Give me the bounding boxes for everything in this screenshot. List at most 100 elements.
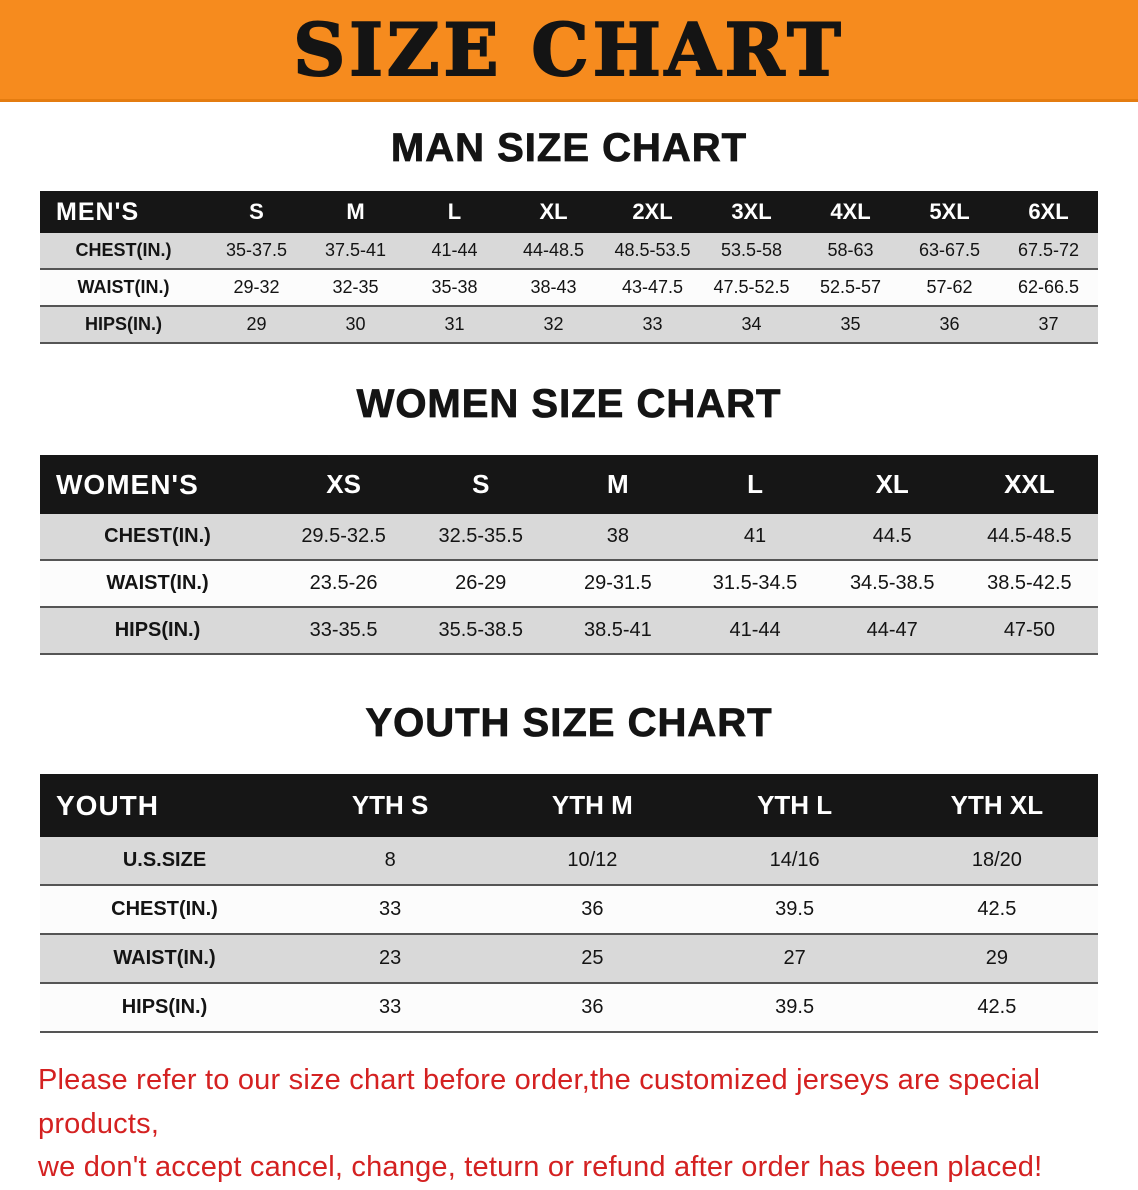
size-value: 53.5-58 (702, 233, 801, 270)
table-header-row: WOMEN'S XS S M L XL XXL (40, 455, 1098, 514)
size-value: 37 (999, 306, 1098, 344)
table-header-row: MEN'S S M L XL 2XL 3XL 4XL 5XL 6XL (40, 191, 1098, 233)
size-value: 42.5 (895, 885, 1098, 935)
size-value: 35.5-38.5 (412, 607, 550, 655)
table-title-cell: MEN'S (40, 191, 207, 233)
size-value: 32-35 (306, 269, 405, 307)
size-column-header: XXL (960, 455, 1098, 514)
size-value: 33 (289, 885, 492, 935)
size-value: 35 (801, 306, 900, 344)
size-value: 33-35.5 (275, 607, 413, 655)
men-size-table-wrap: MEN'S S M L XL 2XL 3XL 4XL 5XL 6XL CHEST(IN.) 35-37… (40, 191, 1098, 344)
size-column-header: M (549, 455, 687, 514)
women-size-table-wrap: WOMEN'S XS S M L XL XXL CHEST(IN.) 29.5-32.5 32.5… (40, 455, 1098, 655)
size-value: 37.5-41 (306, 233, 405, 270)
page-title: SIZE CHART (292, 6, 845, 92)
size-value: 36 (491, 885, 694, 935)
size-value: 29-31.5 (549, 560, 687, 608)
measurement-row: HIPS(IN.) 33-35.5 35.5-38.5 38.5-41 41-44 44-… (40, 607, 1098, 655)
men-section-heading: MAN SIZE CHART (390, 126, 748, 171)
size-table: MEN'S S M L XL 2XL 3XL 4XL 5XL 6XL CHEST(IN.) 35-37… (40, 191, 1098, 344)
size-value: 14/16 (693, 837, 896, 886)
size-value: 47-50 (960, 607, 1098, 655)
row-label: WAIST(IN.) (40, 934, 289, 984)
measurement-row: CHEST(IN.) 33 36 39.5 42.5 (40, 885, 1098, 935)
note-line-1: Please refer to our size chart before or… (38, 1064, 1041, 1140)
row-label: WAIST(IN.) (40, 560, 275, 608)
size-value: 8 (289, 837, 492, 886)
row-label: CHEST(IN.) (40, 514, 275, 561)
size-value: 39.5 (693, 885, 896, 935)
measurement-row: WAIST(IN.) 29-32 32-35 35-38 38-43 43-47.5 47.… (40, 269, 1098, 307)
size-value: 23 (289, 934, 492, 984)
size-value: 58-63 (801, 233, 900, 270)
size-column-header: S (412, 455, 550, 514)
size-column-header: 2XL (603, 191, 702, 233)
size-value: 41-44 (686, 607, 824, 655)
size-column-header: YTH XL (895, 774, 1098, 837)
table-header-row: YOUTH YTH S YTH M YTH L YTH XL (40, 774, 1098, 837)
size-value: 31.5-34.5 (686, 560, 824, 608)
size-value: 42.5 (895, 983, 1098, 1033)
size-table: WOMEN'S XS S M L XL XXL CHEST(IN.) 29.5-32.5 32.5… (40, 455, 1098, 655)
row-label: WAIST(IN.) (40, 269, 207, 307)
size-value: 57-62 (900, 269, 999, 307)
row-label: U.S.SIZE (40, 837, 289, 886)
size-value: 29 (207, 306, 306, 344)
row-label: CHEST(IN.) (40, 233, 207, 270)
size-value: 39.5 (693, 983, 896, 1033)
size-value: 47.5-52.5 (702, 269, 801, 307)
size-value: 33 (603, 306, 702, 344)
row-label: HIPS(IN.) (40, 983, 289, 1033)
size-column-header: 5XL (900, 191, 999, 233)
size-value: 44-48.5 (504, 233, 603, 270)
size-value: 32.5-35.5 (412, 514, 550, 561)
measurement-row: CHEST(IN.) 29.5-32.5 32.5-35.5 38 41 44.5 44.5… (40, 514, 1098, 561)
row-label: HIPS(IN.) (40, 306, 207, 344)
row-label: CHEST(IN.) (40, 885, 289, 935)
youth-size-table-wrap: YOUTH YTH S YTH M YTH L YTH XL U.S.SIZE 8 10/12… (40, 774, 1098, 1033)
youth-section-heading: YOUTH SIZE CHART (365, 701, 773, 746)
measurement-row: HIPS(IN.) 29 30 31 32 33 34 35 36 37 (40, 306, 1098, 344)
size-value: 62-66.5 (999, 269, 1098, 307)
row-label: HIPS(IN.) (40, 607, 275, 655)
size-value: 44.5 (823, 514, 961, 561)
size-value: 38 (549, 514, 687, 561)
size-column-header: YTH L (693, 774, 896, 837)
size-column-header: XL (823, 455, 961, 514)
youth-size-section: YOUTH SIZE CHART YOUTH YTH S YTH M YTH L YTH… (0, 701, 1138, 1033)
size-value: 41 (686, 514, 824, 561)
size-column-header: XL (504, 191, 603, 233)
size-value: 29 (895, 934, 1098, 984)
banner: SIZE CHART (0, 0, 1138, 102)
size-value: 10/12 (491, 837, 694, 886)
size-column-header: 3XL (702, 191, 801, 233)
table-title-cell: YOUTH (40, 774, 289, 837)
size-value: 18/20 (895, 837, 1098, 886)
note-line-2: we don't accept cancel, change, teturn o… (38, 1151, 1043, 1183)
size-value: 33 (289, 983, 492, 1033)
women-size-section: WOMEN SIZE CHART WOMEN'S XS S M L XL XXL CHEST(… (0, 382, 1138, 655)
size-column-header: XS (275, 455, 413, 514)
size-value: 36 (491, 983, 694, 1033)
size-value: 23.5-26 (275, 560, 413, 608)
size-value: 63-67.5 (900, 233, 999, 270)
size-column-header: 6XL (999, 191, 1098, 233)
size-value: 48.5-53.5 (603, 233, 702, 270)
size-table: YOUTH YTH S YTH M YTH L YTH XL U.S.SIZE 8 10/12… (40, 774, 1098, 1033)
measurement-row: HIPS(IN.) 33 36 39.5 42.5 (40, 983, 1098, 1033)
size-value: 43-47.5 (603, 269, 702, 307)
size-value: 41-44 (405, 233, 504, 270)
men-size-section: MAN SIZE CHART MEN'S S M L XL 2XL 3XL 4XL 5XL 6XL… (0, 126, 1138, 344)
size-value: 27 (693, 934, 896, 984)
size-value: 38.5-42.5 (960, 560, 1098, 608)
size-value: 32 (504, 306, 603, 344)
size-value: 38-43 (504, 269, 603, 307)
size-value: 29-32 (207, 269, 306, 307)
size-value: 38.5-41 (549, 607, 687, 655)
size-value: 35-38 (405, 269, 504, 307)
women-section-heading: WOMEN SIZE CHART (356, 382, 782, 427)
size-value: 25 (491, 934, 694, 984)
size-value: 44.5-48.5 (960, 514, 1098, 561)
